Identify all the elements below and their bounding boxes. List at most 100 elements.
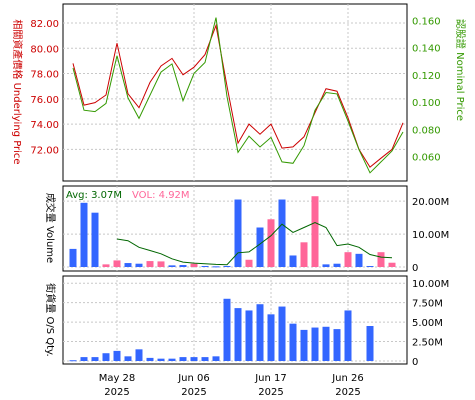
left-tick-label: 74.00 <box>30 120 59 131</box>
osqty-bar <box>102 353 110 361</box>
osqty-bar <box>223 298 231 361</box>
osqty-tick-label: 7.50M <box>412 299 443 310</box>
osqty-bar <box>333 329 341 361</box>
volume-bar <box>135 263 143 267</box>
price-lines <box>72 17 404 174</box>
x-tick-year: 2025 <box>104 387 129 398</box>
volume-bar <box>344 252 352 267</box>
volume-bar <box>234 199 242 267</box>
right-tick-label: 0.160 <box>412 16 441 27</box>
osqty-bar <box>157 358 165 361</box>
osqty-bar <box>289 323 297 361</box>
volume-tick-label: 20.00M <box>412 197 449 208</box>
left-tick-label: 76.00 <box>30 95 59 106</box>
volume-bar <box>245 259 253 267</box>
volume-bar <box>223 266 231 268</box>
osqty-bar <box>135 349 143 361</box>
x-tick-labels: May 28 2025 Jun 06 2025 Jun 17 2025 Jun 26 2025 <box>99 373 364 398</box>
volume-bar <box>212 266 220 268</box>
volume-bar <box>289 255 297 267</box>
osqty-bar <box>256 304 264 361</box>
osqty-bar <box>322 326 330 361</box>
x-tick-year: 2025 <box>335 387 360 398</box>
left-tick-label: 80.00 <box>30 44 59 55</box>
volume-bar <box>80 202 88 267</box>
nominal-price-line <box>72 17 404 174</box>
left-tick-labels: 72.00 74.00 76.00 78.00 80.00 82.00 <box>30 19 59 156</box>
osqty-bar <box>91 357 99 361</box>
volume-bar <box>190 263 198 267</box>
nominal-price-axis-label: 認股證 Nominal Price <box>454 19 467 121</box>
volume-axis-label: 成交量 Volume <box>44 193 57 263</box>
right-tick-label: 0.080 <box>412 125 441 136</box>
right-tick-labels: 0.060 0.080 0.100 0.120 0.140 0.160 0 10.00M 20.… <box>412 16 449 368</box>
osqty-bar <box>124 356 132 361</box>
average-volume-line <box>116 222 393 266</box>
osqty-bar <box>300 329 308 361</box>
left-tick-label: 72.00 <box>30 145 59 156</box>
osqty-bar <box>267 314 275 361</box>
osqty-bar <box>278 306 286 361</box>
x-tick-label: Jun 26 <box>331 373 364 384</box>
volume-tick-label: 10.00M <box>412 230 449 241</box>
price-grid <box>63 22 407 150</box>
osqty-bar <box>168 358 176 361</box>
current-volume-label: VOL: 4.92M <box>132 190 190 201</box>
x-tick-label: May 28 <box>99 373 136 384</box>
osqty-bar <box>69 360 77 362</box>
volume-tick-label: 0 <box>412 263 418 274</box>
volume-bar <box>322 264 330 267</box>
volume-bar <box>124 263 132 267</box>
right-tick-label: 0.120 <box>412 71 441 82</box>
volume-bar <box>201 266 209 268</box>
osqty-tick-label: 10.00M <box>412 279 449 290</box>
volume-bar <box>102 264 110 267</box>
osqty-bar <box>234 308 242 361</box>
underlying-price-line <box>72 23 404 168</box>
volume-bar <box>355 253 363 267</box>
osqty-bar <box>179 357 187 361</box>
osqty-bar <box>113 350 121 361</box>
volume-bar <box>157 261 165 267</box>
osqty-tick-label: 5.00M <box>412 318 443 329</box>
volume-bar <box>300 242 308 267</box>
osqty-bar <box>80 357 88 361</box>
osqty-bar <box>190 357 198 361</box>
volume-bar <box>91 212 99 267</box>
left-tick-label: 82.00 <box>30 19 59 30</box>
volume-bar <box>267 219 275 267</box>
osqty-bar <box>201 357 209 361</box>
osqty-bars <box>69 298 374 362</box>
right-tick-label: 0.140 <box>412 44 441 55</box>
volume-bar <box>377 252 385 267</box>
volume-bar <box>179 265 187 267</box>
avg-volume-label: Avg: 3.07M <box>66 190 122 201</box>
x-tick-label: Jun 17 <box>254 373 287 384</box>
volume-bar <box>168 265 176 267</box>
volume-bar <box>311 196 319 267</box>
osqty-axis-label: 街貨量 O/S Qty. <box>44 283 57 356</box>
volume-bar <box>146 261 154 267</box>
right-tick-label: 0.060 <box>412 152 441 163</box>
volume-bar <box>256 227 264 267</box>
volume-bar <box>333 263 341 267</box>
volume-bar <box>278 199 286 267</box>
volume-bar <box>366 266 374 268</box>
osqty-bar <box>344 310 352 361</box>
osqty-tick-label: 2.50M <box>412 338 443 349</box>
right-tick-label: 0.100 <box>412 98 441 109</box>
volume-bar <box>113 260 121 267</box>
x-tick-year: 2025 <box>258 387 283 398</box>
osqty-tick-label: 0 <box>412 357 418 368</box>
osqty-bar <box>146 357 154 361</box>
x-tick-year: 2025 <box>181 387 206 398</box>
x-tick-label: Jun 06 <box>177 373 210 384</box>
left-tick-label: 78.00 <box>30 70 59 81</box>
underlying-price-axis-label: 相關資產價格 Underlying Price <box>11 19 24 164</box>
osqty-bar <box>212 356 220 361</box>
price-panel-frame <box>62 3 408 182</box>
volume-bar <box>388 262 396 267</box>
osqty-bar <box>366 326 374 361</box>
